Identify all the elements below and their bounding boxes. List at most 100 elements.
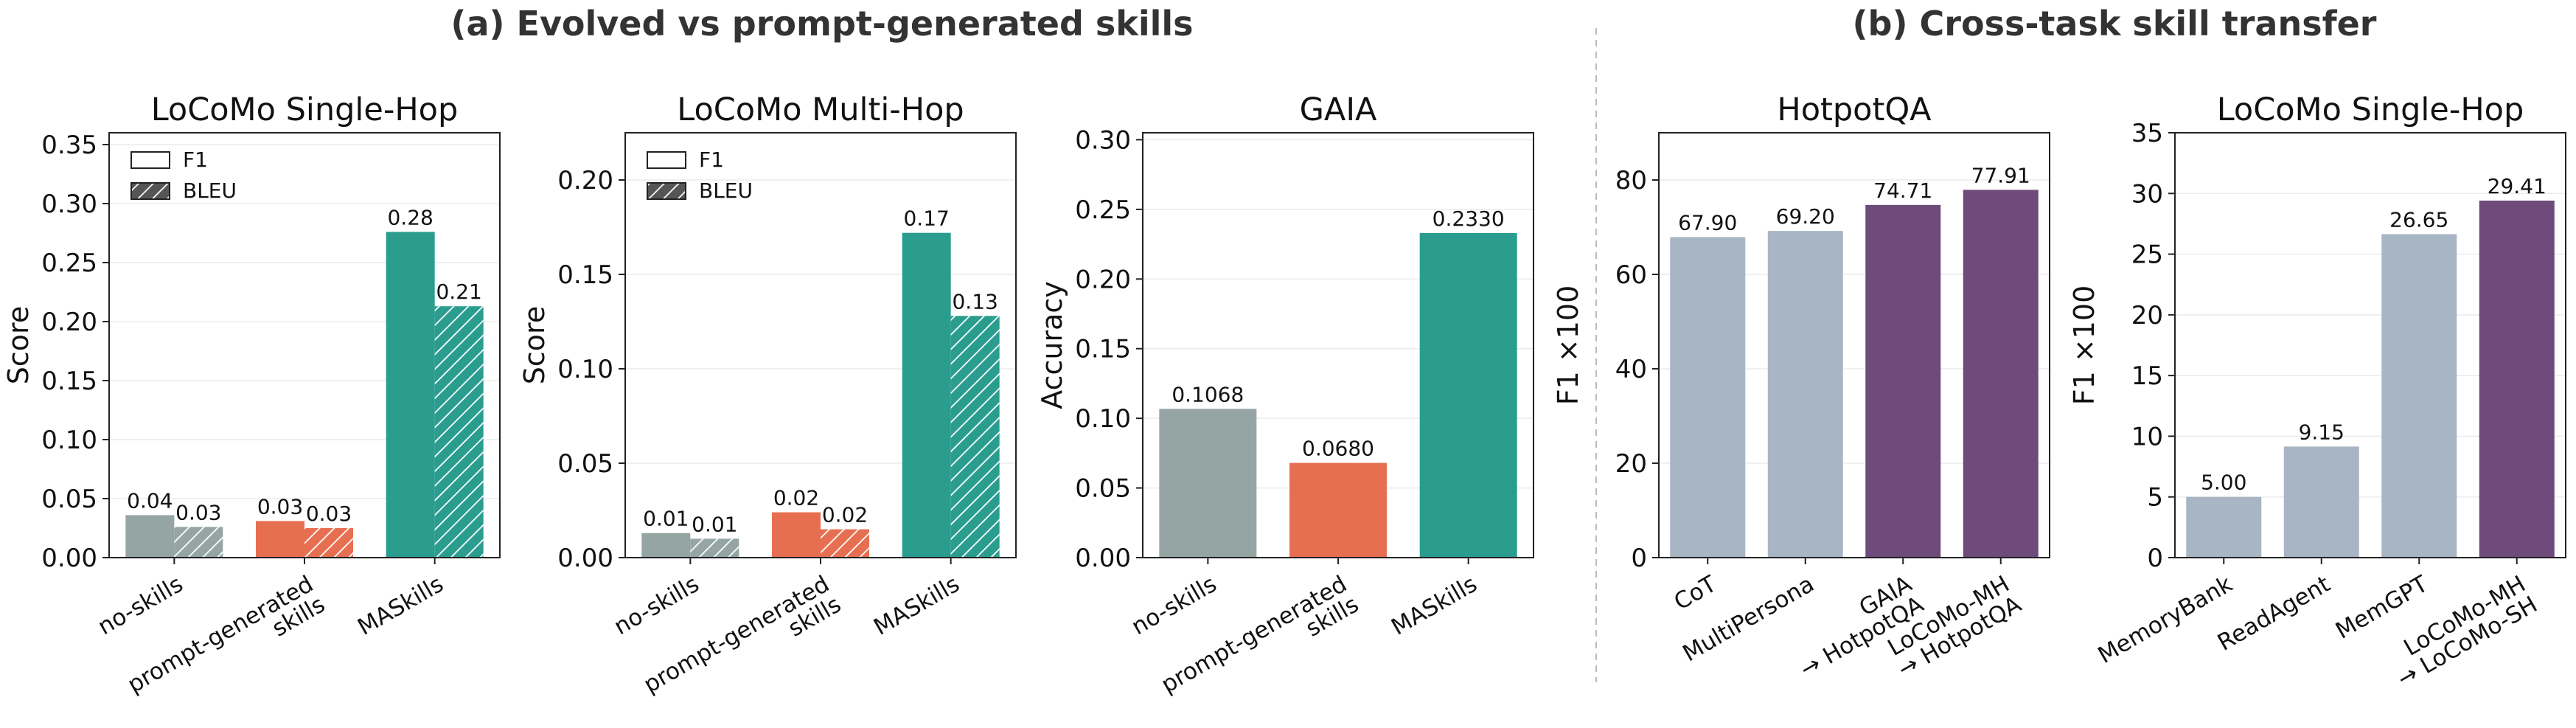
bar <box>1419 232 1517 558</box>
chart-panel: 0.000.050.100.150.200.250.300.350.04 0.03… <box>2 91 501 698</box>
bar <box>2186 496 2262 558</box>
axes-frame <box>1658 132 2050 558</box>
y-tick-label: 0.00 <box>557 544 613 573</box>
x-tick-label: no-skills <box>1127 571 1222 640</box>
bar <box>1159 409 1257 558</box>
x-tick-label: MemoryBank <box>2094 571 2238 669</box>
legend-label: BLEU <box>699 178 753 203</box>
legend-label: BLEU <box>183 178 237 203</box>
y-tick-label: 0.10 <box>557 355 613 384</box>
x-tick-label: no-skills <box>610 571 704 640</box>
x-tick-label-line: MASkills <box>353 571 448 641</box>
x-tick-label-line: ReadAgent <box>2213 571 2335 656</box>
y-tick-label: 40 <box>1615 355 1647 384</box>
bar-hatch <box>821 529 869 558</box>
chart-panel: 0.00 0.05 0.10 0.15 0.20 0.25 0.30 0.1068 0.0680… <box>1036 91 1534 698</box>
y-tick-label: 0.25 <box>41 249 97 278</box>
y-tick-label: 0.05 <box>1075 474 1131 504</box>
data-label: 69.20 <box>1776 204 1835 229</box>
bar <box>772 512 821 558</box>
bar <box>125 515 175 558</box>
data-label: 0.03 <box>306 502 352 526</box>
y-tick-label: 20 <box>2131 301 2163 330</box>
data-label: 26.65 <box>2389 207 2448 232</box>
axes-frame <box>2174 132 2566 558</box>
y-tick-label: 0.10 <box>1075 404 1131 434</box>
legend-swatch <box>130 151 170 169</box>
y-tick-label: 0.35 <box>41 131 97 160</box>
x-tick-label-line: MASkills <box>1387 571 1481 641</box>
x-tick-label-line: no-skills <box>610 571 704 640</box>
x-tick-label: MASkills <box>1387 571 1481 641</box>
y-tick-label: 0.00 <box>1075 544 1131 573</box>
chart-title: LoCoMo Single-Hop <box>151 91 459 128</box>
data-label: 0.28 <box>387 205 433 229</box>
y-tick-label: 0 <box>2147 544 2163 573</box>
x-tick-label: MASkills <box>869 571 964 641</box>
y-tick-label: 30 <box>2131 179 2163 209</box>
legend-label: F1 <box>183 148 208 172</box>
bar <box>1963 190 2039 558</box>
data-label: 0.03 <box>175 500 221 524</box>
y-tick-label: 35 <box>2131 119 2163 148</box>
data-label: 0.02 <box>822 503 868 527</box>
y-axis-label: Accuracy <box>1036 281 1068 409</box>
data-label: 0.01 <box>692 512 737 536</box>
x-tick-label-line: CoT <box>1670 570 1722 615</box>
chart-title: LoCoMo Multi-Hop <box>677 91 964 128</box>
data-label: 5.00 <box>2201 471 2246 495</box>
data-label: 0.2330 <box>1433 207 1505 231</box>
data-label: 0.02 <box>773 486 819 510</box>
section-a-title: (a) Evolved vs prompt-generated skills <box>450 4 1193 44</box>
y-tick-label: 0 <box>1631 544 1647 573</box>
bar-hatch <box>304 528 353 558</box>
y-tick-label: 20 <box>1615 449 1647 479</box>
data-label: 77.91 <box>1971 163 2030 187</box>
bar-hatch <box>950 316 1000 558</box>
y-tick-label: 0.15 <box>557 260 613 290</box>
y-tick-label: 0.25 <box>1075 195 1131 225</box>
y-tick-label: 0.00 <box>41 544 97 573</box>
data-label: 74.71 <box>1873 178 1932 203</box>
data-label: 29.41 <box>2488 174 2547 198</box>
y-tick-label: 60 <box>1615 260 1647 290</box>
bar <box>2381 234 2457 558</box>
x-tick-label: ReadAgent <box>2213 571 2335 656</box>
data-label: 0.04 <box>127 488 173 513</box>
bar <box>902 232 951 558</box>
chart-title: HotpotQA <box>1777 91 1932 128</box>
bar <box>386 232 435 558</box>
x-tick-label-line: MemoryBank <box>2094 571 2238 669</box>
y-tick-label: 80 <box>1615 166 1647 195</box>
legend-swatch-hatch <box>647 182 686 200</box>
bar <box>1670 237 1746 558</box>
bar-hatch <box>434 306 484 558</box>
x-tick-label: no-skills <box>94 571 188 640</box>
x-tick-label-line: no-skills <box>94 571 188 640</box>
y-tick-label: 0.30 <box>1075 125 1131 155</box>
y-tick-label: 5 <box>2147 483 2163 513</box>
y-tick-label: 0.20 <box>41 308 97 337</box>
y-axis-label: F1 ×100 <box>2068 285 2100 405</box>
section-b-title: (b) Cross-task skill transfer <box>1853 4 2377 44</box>
bar <box>2283 446 2359 558</box>
data-label: 0.21 <box>436 280 481 304</box>
data-label: 0.0680 <box>1302 437 1374 461</box>
bar-hatch <box>690 538 739 558</box>
legend-label: F1 <box>699 148 724 172</box>
y-tick-label: 0.10 <box>41 426 97 455</box>
data-label: 0.03 <box>257 494 303 519</box>
chart-title: GAIA <box>1300 91 1377 128</box>
y-axis-label: F1 ×100 <box>1552 285 1584 405</box>
chart-panel: 0.00 0.05 0.10 0.15 0.20 0.01 0.02 0.17 0.01 0.02… <box>518 91 1017 698</box>
y-axis-label: Score <box>518 306 551 384</box>
y-tick-label: 0.15 <box>41 367 97 396</box>
data-label: 67.90 <box>1678 210 1737 235</box>
data-label: 0.17 <box>903 207 949 231</box>
data-label: 0.1068 <box>1172 382 1244 406</box>
data-label: 0.13 <box>952 289 998 313</box>
y-tick-label: 25 <box>2131 240 2163 270</box>
y-tick-label: 0.05 <box>41 485 97 514</box>
